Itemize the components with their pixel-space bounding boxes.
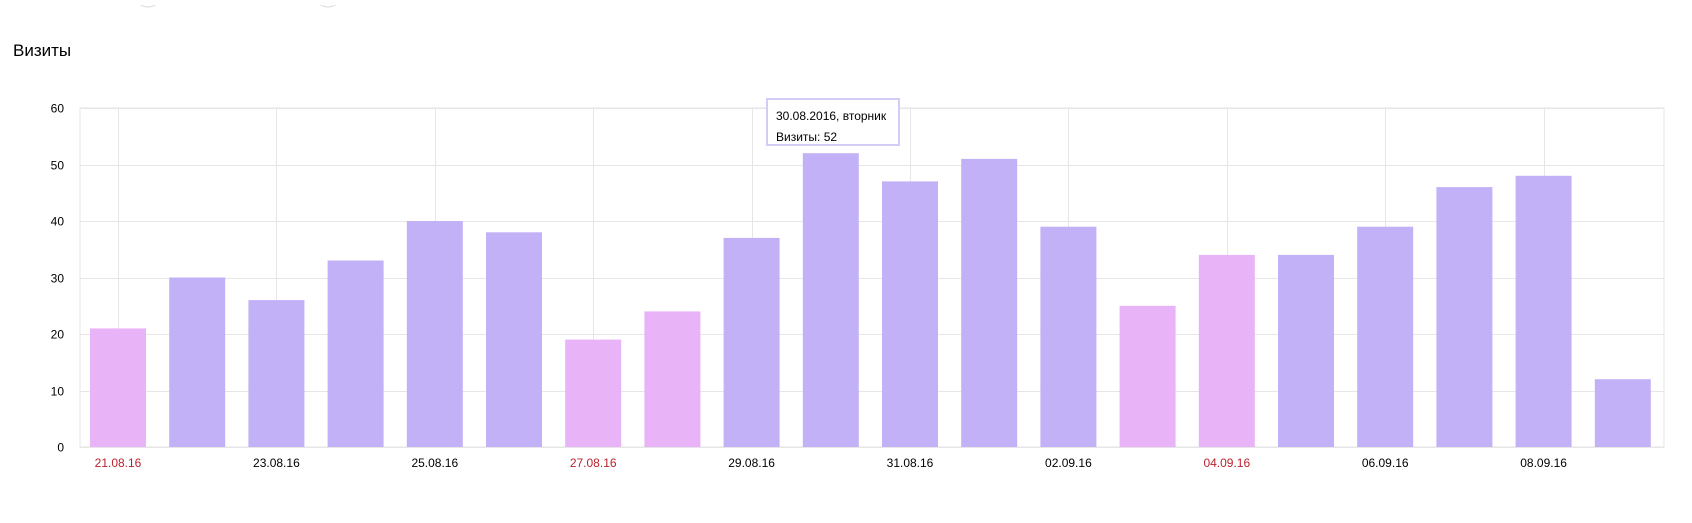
y-tick-label: 20 <box>51 328 65 342</box>
weekday-bar <box>723 237 780 447</box>
x-tick-label: 27.08.16 <box>570 456 617 470</box>
weekday-bar <box>1040 226 1097 447</box>
weekday-bar <box>406 221 463 447</box>
weekday-bar <box>327 260 384 447</box>
x-tick-label: 04.09.16 <box>1203 456 1250 470</box>
weekday-bar <box>248 300 305 447</box>
x-tick-label: 06.09.16 <box>1362 456 1409 470</box>
y-tick-label: 0 <box>57 441 64 455</box>
x-tick-label: 29.08.16 <box>728 456 775 470</box>
weekday-bar <box>1594 379 1651 447</box>
tooltip-date: 30.08.2016, вторник <box>776 109 887 123</box>
weekday-bar <box>1515 175 1572 448</box>
weekend-bar <box>1119 305 1176 448</box>
y-tick-label: 40 <box>51 215 65 229</box>
x-tick-label: 02.09.16 <box>1045 456 1092 470</box>
plot-area-border <box>79 107 1665 448</box>
weekday-bar <box>882 181 938 447</box>
weekday-bar <box>169 277 226 447</box>
weekend-bar <box>90 328 146 447</box>
x-tick-label: 31.08.16 <box>887 456 934 470</box>
weekday-bar <box>1278 254 1334 447</box>
tooltip-value: Визиты: 52 <box>776 130 838 144</box>
weekend-bar <box>644 311 701 447</box>
weekend-bar <box>1198 254 1255 447</box>
weekday-bar <box>1357 226 1414 447</box>
x-tick-label: 23.08.16 <box>253 456 300 470</box>
x-tick-label: 21.08.16 <box>95 456 142 470</box>
scroll-remnant-icons <box>135 0 341 8</box>
y-tick-label: 60 <box>51 102 65 116</box>
y-tick-label: 50 <box>51 159 65 173</box>
weekday-bar <box>1436 187 1493 447</box>
top-toolbar-strip <box>0 0 1692 8</box>
weekend-bar <box>565 339 622 447</box>
y-tick-label: 30 <box>51 272 65 286</box>
weekday-bar <box>961 158 1018 447</box>
page-title: Визиты <box>13 41 72 60</box>
x-tick-label: 08.09.16 <box>1520 456 1567 470</box>
x-tick-label: 25.08.16 <box>411 456 458 470</box>
y-tick-label: 10 <box>51 385 65 399</box>
chart-tooltip: 30.08.2016, вторник Визиты: 52 <box>766 98 900 146</box>
weekday-bar <box>486 232 542 447</box>
weekday-bar <box>802 153 859 447</box>
